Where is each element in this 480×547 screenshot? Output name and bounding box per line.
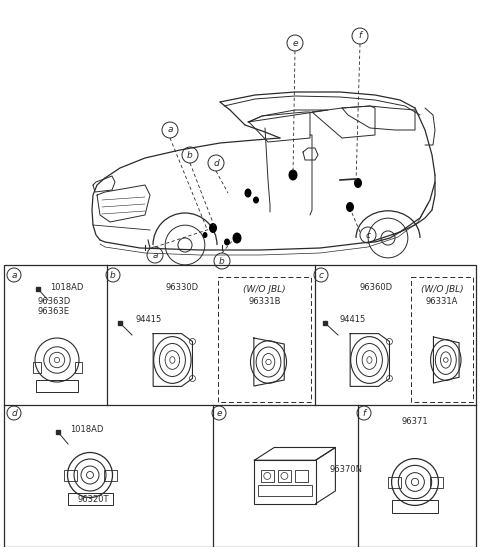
Text: a: a	[167, 125, 173, 135]
Text: b: b	[219, 257, 225, 265]
Text: 96331A: 96331A	[426, 296, 458, 306]
Bar	[258, 486, 312, 496]
Text: (W/O JBL): (W/O JBL)	[420, 284, 463, 294]
Text: (W/O JBL): (W/O JBL)	[243, 284, 286, 294]
Bar	[33, 362, 40, 373]
Text: a: a	[11, 271, 17, 280]
Bar	[64, 470, 76, 481]
Text: f: f	[359, 32, 361, 40]
Text: 96330D: 96330D	[166, 283, 199, 293]
Text: 96331B: 96331B	[248, 296, 281, 306]
Ellipse shape	[354, 178, 362, 188]
Text: e: e	[216, 409, 222, 417]
Ellipse shape	[253, 196, 259, 203]
Bar	[254, 460, 316, 504]
Bar	[68, 492, 112, 505]
Text: 1018AD: 1018AD	[70, 426, 103, 434]
Bar	[430, 477, 443, 488]
Bar	[277, 470, 291, 482]
Text: 1018AD: 1018AD	[50, 283, 84, 293]
Ellipse shape	[209, 223, 217, 233]
Text: b: b	[187, 150, 193, 160]
Bar	[74, 362, 82, 373]
Ellipse shape	[232, 232, 241, 243]
Text: 96370N: 96370N	[330, 465, 363, 474]
Text: e: e	[292, 38, 298, 48]
Text: 94415: 94415	[135, 316, 161, 324]
Text: c: c	[319, 271, 324, 280]
Bar	[218, 277, 311, 402]
Bar	[295, 470, 308, 482]
Bar	[411, 277, 473, 402]
Text: c: c	[365, 230, 371, 240]
Text: f: f	[362, 409, 366, 417]
Bar	[261, 470, 274, 482]
Text: d: d	[213, 159, 219, 167]
Text: 96363E: 96363E	[37, 307, 69, 317]
Ellipse shape	[203, 232, 207, 238]
Ellipse shape	[244, 189, 252, 197]
Text: 96363D: 96363D	[37, 298, 70, 306]
Bar	[36, 380, 78, 392]
Bar	[388, 477, 401, 488]
Text: 94415: 94415	[340, 316, 366, 324]
Bar	[392, 500, 438, 513]
Text: d: d	[11, 409, 17, 417]
Text: 96320T: 96320T	[78, 496, 109, 504]
Ellipse shape	[346, 202, 354, 212]
Ellipse shape	[224, 238, 230, 246]
Text: 96360D: 96360D	[360, 283, 393, 293]
Text: 96371: 96371	[402, 416, 428, 426]
Text: a: a	[152, 251, 158, 259]
Bar	[4, 265, 476, 547]
Text: b: b	[110, 271, 116, 280]
Bar	[104, 470, 117, 481]
Ellipse shape	[288, 170, 298, 181]
